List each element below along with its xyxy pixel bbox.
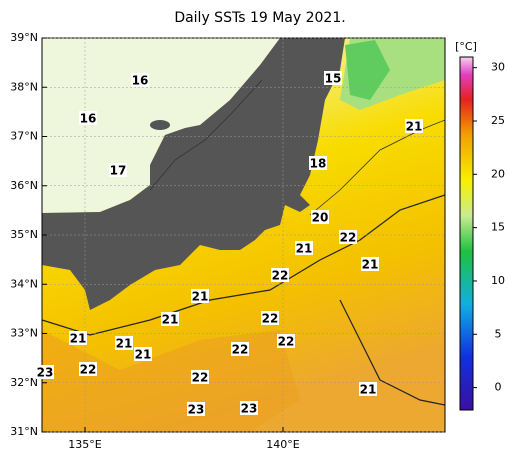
contour-label: 18 <box>310 157 327 171</box>
contour-label-bg <box>309 156 327 170</box>
contour-label-bg <box>361 257 379 271</box>
contour <box>309 119 445 216</box>
contour-label: 22 <box>192 371 209 385</box>
colorbar-label: 0 <box>495 381 502 394</box>
contour-label: 23 <box>188 403 205 417</box>
contour-label: 17 <box>110 164 127 178</box>
contour-label: 21 <box>296 242 313 256</box>
cold-water <box>345 40 390 100</box>
land <box>42 38 345 310</box>
contour-label: 22 <box>272 269 289 283</box>
contour-label-bg <box>69 331 87 345</box>
colorbar-label: 30 <box>491 61 505 74</box>
colorbar-label: 5 <box>495 327 502 340</box>
contour-label-bg <box>295 241 313 255</box>
contour-label-bg <box>79 111 97 125</box>
contour-label: 22 <box>232 343 249 357</box>
lat-label: 37°N <box>10 130 38 143</box>
lat-label: 36°N <box>10 179 38 192</box>
contour-label: 22 <box>278 335 295 349</box>
lon-label: 140°E <box>266 438 299 451</box>
lat-label: 35°N <box>10 228 38 241</box>
lat-label: 33°N <box>10 327 38 340</box>
contour-label: 23 <box>241 402 258 416</box>
contour <box>339 299 445 406</box>
lat-label: 32°N <box>10 376 38 389</box>
contour-label-bg <box>311 210 329 224</box>
contour-label: 21 <box>360 383 377 397</box>
colorbar-label: 15 <box>491 221 505 234</box>
contour-label: 21 <box>135 348 152 362</box>
contour-label-bg <box>134 347 152 361</box>
lat-label: 34°N <box>10 277 38 290</box>
contour-label-bg <box>240 401 258 415</box>
lat-label: 31°N <box>10 425 38 438</box>
contour-label: 21 <box>162 313 179 327</box>
colorbar-label: 20 <box>491 167 505 180</box>
lat-label: 38°N <box>10 80 38 93</box>
contour-label-bg <box>115 336 133 350</box>
colorbar <box>459 56 474 411</box>
contour-label: 16 <box>132 74 149 88</box>
title: Daily SSTs 19 May 2021. <box>174 10 345 26</box>
contour-label-bg <box>277 334 295 348</box>
contour-label-bg <box>359 382 377 396</box>
contour-label: 22 <box>340 231 357 245</box>
contour-label-bg <box>231 342 249 356</box>
contour-label: 16 <box>80 112 97 126</box>
contour <box>149 79 263 191</box>
contour-label-bg <box>191 289 209 303</box>
contour-label: 21 <box>192 290 209 304</box>
contour-label: 20 <box>312 211 329 225</box>
contour-label: 21 <box>70 332 87 346</box>
contour-label-bg <box>109 163 127 177</box>
contour-label-bg <box>161 312 179 326</box>
contour-label: 22 <box>262 312 279 326</box>
contour-label: 23 <box>37 366 54 380</box>
contour-label: 21 <box>406 120 423 134</box>
contour-label-bg <box>191 370 209 384</box>
map <box>42 38 445 432</box>
contour-label-bg <box>261 311 279 325</box>
contour-label: 22 <box>80 363 97 377</box>
contour-label: 21 <box>362 258 379 272</box>
colorbar-label: 25 <box>491 114 505 127</box>
contour-label-bg <box>405 119 423 133</box>
contour-label-bg <box>187 402 205 416</box>
contour-label-bg <box>324 71 342 85</box>
lon-label: 135°E <box>68 438 101 451</box>
colorbar-label: 10 <box>491 274 505 287</box>
island <box>150 120 170 130</box>
contour-label-bg <box>271 268 289 282</box>
contour-label-bg <box>339 230 357 244</box>
lat-label: 39°N <box>10 31 38 44</box>
contour-label: 15 <box>325 72 342 86</box>
contour-label-bg <box>36 365 54 379</box>
contour-label-bg <box>79 362 97 376</box>
colorbar-unit: [°C] <box>455 40 477 53</box>
contour-label-bg <box>131 73 149 87</box>
contour-label: 21 <box>116 337 133 351</box>
contour <box>42 194 445 336</box>
